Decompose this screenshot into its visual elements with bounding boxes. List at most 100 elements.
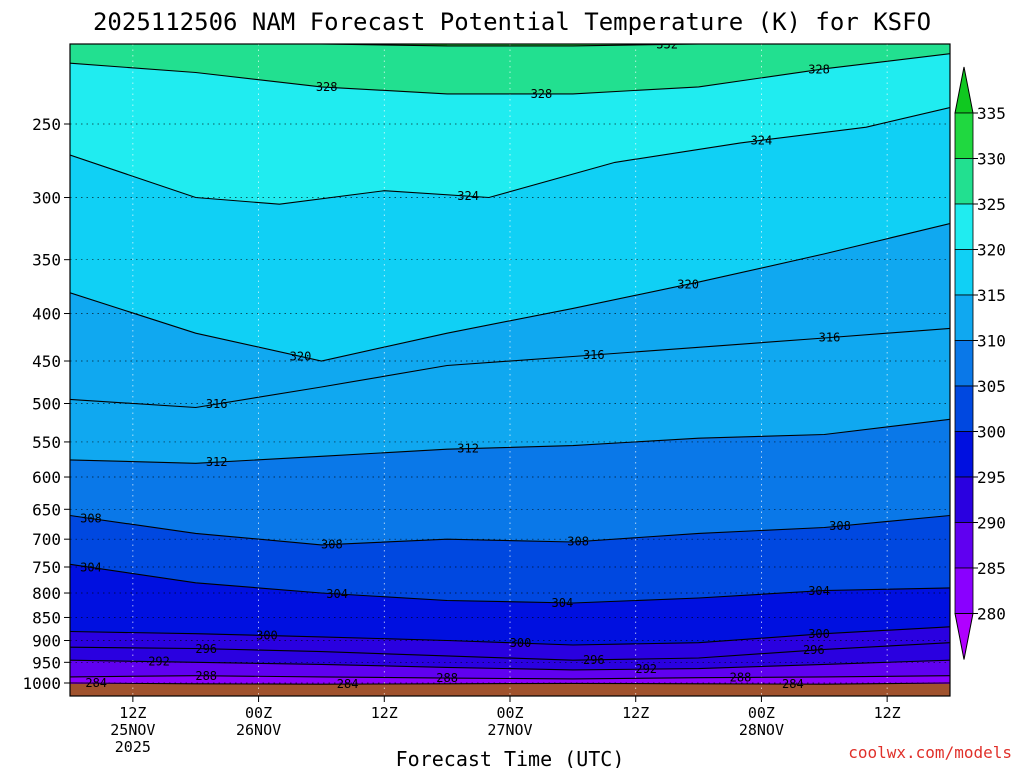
contour-label: 324 [457,189,479,203]
credit-text: coolwx.com/models [848,743,1012,762]
contour-label: 328 [808,63,830,77]
contour-label: 292 [635,662,657,676]
colorbar-label: 315 [977,286,1006,305]
y-tick-label: 550 [32,433,61,452]
x-axis-label: Forecast Time (UTC) [396,747,625,768]
colorbar-label: 320 [977,241,1006,260]
y-tick-label: 850 [32,608,61,627]
colorbar-label: 335 [977,104,1006,123]
contour-label: 332 [656,37,678,51]
contour-332 [304,44,716,47]
colorbar-swatch [954,431,974,478]
y-tick-label: 650 [32,500,61,519]
colorbar-label: 285 [977,559,1006,578]
contour-label: 316 [819,331,841,345]
contour-324 [70,106,950,205]
contour-label: 300 [510,636,532,650]
contour-label: 312 [206,455,228,469]
contour-label: 308 [80,511,102,525]
ground-surface [70,684,950,696]
y-tick-label: 800 [32,584,61,603]
contour-292 [70,659,950,671]
colorbar-swatch [954,203,974,250]
contour-296 [70,642,950,661]
contour-288 [70,675,950,680]
contour-label: 304 [326,587,348,601]
y-tick-label: 1000 [22,674,61,693]
y-tick-label: 400 [32,305,61,324]
colorbar-swatch [954,385,974,432]
contour-label: 288 [436,671,458,685]
colorbar-label: 300 [977,423,1006,442]
x-tick-label: 12Z [622,704,649,722]
y-tick-label: 500 [32,395,61,414]
colorbar-swatch [954,249,974,296]
colorbar-label: 325 [977,195,1006,214]
x-tick-label: 00Z [748,704,775,722]
colorbar-label: 290 [977,514,1006,533]
contour-284 [70,682,950,685]
contour-label: 296 [583,653,605,667]
contour-label: 308 [829,519,851,533]
x-tick-label: 26NOV [236,721,281,739]
contour-label: 296 [803,643,825,657]
contour-300 [70,626,950,646]
y-tick-label: 950 [32,653,61,672]
contour-label: 288 [730,670,752,684]
colorbar-swatch [954,158,974,205]
contour-label: 312 [457,442,479,456]
colorbar-swatch [954,112,974,159]
contour-label: 296 [195,642,217,656]
x-tick-label: 12Z [119,704,146,722]
y-tick-label: 700 [32,530,61,549]
y-tick-label: 300 [32,189,61,208]
x-tick-label: 00Z [245,704,272,722]
chart-title: 2025112506 NAM Forecast Potential Temper… [93,8,931,36]
x-tick-label: 28NOV [739,721,784,739]
colorbar-label: 295 [977,468,1006,487]
y-tick-label: 900 [32,632,61,651]
contour-label: 308 [321,537,343,551]
colorbar-label: 330 [977,150,1006,169]
contour-label: 300 [808,627,830,641]
y-tick-label: 750 [32,558,61,577]
x-tick-label: 12Z [874,704,901,722]
contour-label: 284 [337,677,359,691]
x-tick-label: 25NOV [110,721,155,739]
x-tick-label: 2025 [115,738,151,756]
contour-label: 308 [567,535,589,549]
contour-label: 316 [583,348,605,362]
contour-label: 292 [148,655,170,669]
colorbar-label: 305 [977,377,1006,396]
x-tick-label: 27NOV [487,721,532,739]
contour-label: 320 [677,277,699,291]
colorbar: 280 285 290 295 300 305 310 315 320 325 330 335 [954,66,1006,660]
colorbar-swatch [954,476,974,523]
contour-label: 328 [316,80,338,94]
contour-label: 316 [206,397,228,411]
contour-label: 324 [751,133,773,147]
contour-320 [70,222,950,362]
y-tick-label: 350 [32,251,61,270]
contour-label: 328 [531,87,553,101]
contour-label: 320 [290,350,312,364]
contour-316 [70,327,950,409]
y-axis: 1000 950 900 850 800 750 700 650 600 550 500 450 400… [22,115,70,693]
contour-label: 304 [80,560,102,574]
contour-312 [70,418,950,464]
contour-label: 284 [782,677,804,691]
y-tick-label: 450 [32,352,61,371]
colorbar-top-arrow [954,66,974,114]
y-tick-label: 600 [32,468,61,487]
x-tick-label: 12Z [371,704,398,722]
colorbar-label: 310 [977,332,1006,351]
contour-304 [70,563,950,604]
contour-308 [70,514,950,546]
contour-label: 288 [195,669,217,683]
colorbar-swatch [954,567,974,614]
contour-label: 304 [552,596,574,610]
x-tick-label: 00Z [496,704,523,722]
plot-area: 284 284 284 288 288 288 292 292 296 296 296 300 300 3… [70,37,950,696]
